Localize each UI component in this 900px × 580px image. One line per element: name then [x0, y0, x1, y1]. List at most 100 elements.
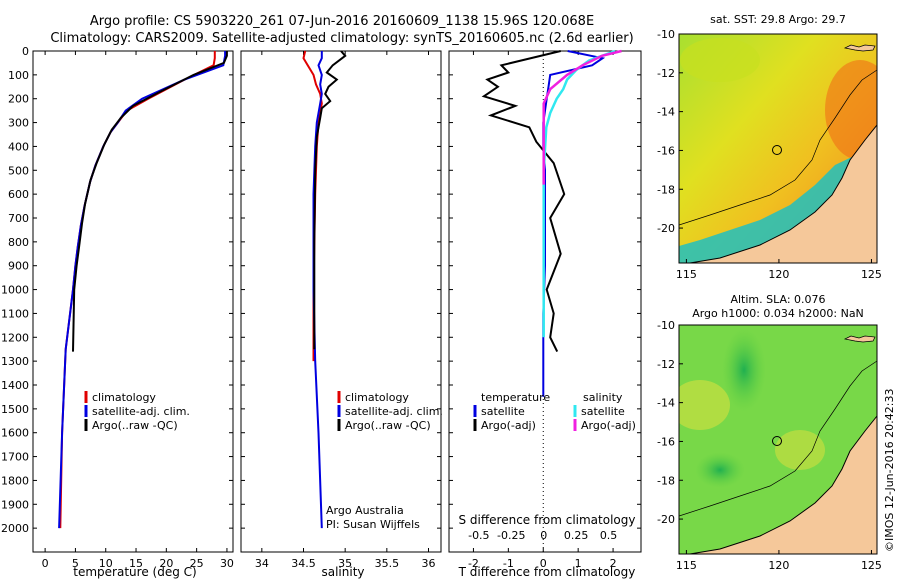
- temperature-legend: climatology satellite-adj. clim. Argo(..…: [84, 391, 190, 432]
- map-y-tick-label: -18: [657, 183, 675, 196]
- s-tick-label: -0.5: [468, 529, 489, 542]
- salinity-plot: 34 34.5 35 35.5 36: [241, 50, 441, 570]
- x-tick-label: -2: [468, 557, 479, 570]
- sla-map-axes: 115 120 125 -10 -12 -14 -16 -18 -20: [657, 319, 882, 572]
- sla-island-outline: [843, 335, 876, 343]
- s-tick-label: -0.25: [497, 529, 525, 542]
- y-tick-label: 400: [8, 140, 29, 153]
- x-tick-label: 35: [338, 557, 352, 570]
- map-y-tick-label: -18: [657, 474, 675, 487]
- y-tick-label: 200: [8, 93, 29, 106]
- y-tick-label: 1300: [1, 355, 29, 368]
- sla-yellow-patch: [775, 430, 825, 470]
- x-tick-label: 5: [72, 557, 79, 570]
- temperature-plot-frame: [32, 50, 234, 553]
- temperature-plot: 0100200300400500600700800900100011001200…: [1, 45, 234, 570]
- legend-label-t-satellite: satellite: [481, 405, 525, 418]
- sla-yellow-patch: [679, 380, 730, 430]
- imos-timestamp: ©IMOS 12-Jun-2016 20:42:33: [883, 388, 896, 552]
- map-y-tick-label: -16: [657, 435, 675, 448]
- map-y-tick-label: -20: [657, 513, 675, 526]
- difference-legend: temperature salinity satellite Argo(-adj…: [473, 391, 636, 432]
- sla-map-subtitle: Argo h1000: 0.034 h2000: NaN: [692, 307, 864, 320]
- x-tick-label: 34: [255, 557, 269, 570]
- map-x-tick-label: 125: [861, 559, 882, 572]
- float-owner-annotation: Argo Australia: [326, 504, 404, 517]
- legend-label-argo: Argo(..raw -QC): [92, 419, 178, 432]
- sst-warm-patch: [680, 38, 760, 82]
- series-line-satellite-adj-clim-: [58, 51, 227, 529]
- sla-argo-location-marker: [772, 436, 782, 446]
- x-tick-label: 2: [610, 557, 617, 570]
- sla-map: Altim. SLA: 0.076 Argo h1000: 0.034 h200…: [657, 293, 882, 572]
- map-y-tick-label: -12: [657, 67, 675, 80]
- sst-map-frame: [678, 33, 878, 264]
- y-tick-label: 1800: [1, 474, 29, 487]
- x-tick-label: 0: [42, 557, 49, 570]
- x-tick-label: 15: [129, 557, 143, 570]
- map-y-tick-label: -14: [657, 397, 675, 410]
- sst-land: [689, 124, 877, 263]
- legend-label-satellite: satellite-adj. clim.: [345, 405, 443, 418]
- map-x-tick-label: 115: [676, 268, 697, 281]
- map-x-tick-label: 120: [768, 559, 789, 572]
- sla-high-anomaly: [695, 452, 745, 488]
- y-tick-label: 2000: [1, 522, 29, 535]
- sst-hot-patch: [825, 60, 877, 160]
- x-tick-label: -1: [503, 557, 514, 570]
- sla-map-title: Altim. SLA: 0.076: [730, 293, 825, 306]
- map-y-tick-label: -14: [657, 106, 675, 119]
- x-tick-label: 25: [190, 557, 204, 570]
- y-tick-label: 1400: [1, 379, 29, 392]
- y-tick-label: 1900: [1, 498, 29, 511]
- y-tick-label: 900: [8, 260, 29, 273]
- legend-label-satellite: satellite-adj. clim.: [92, 405, 190, 418]
- salinity-legend: climatology satellite-adj. clim. Argo(..…: [326, 391, 443, 531]
- legend-label-climatology: climatology: [345, 391, 409, 404]
- float-pi-annotation: PI: Susan Wijffels: [326, 518, 420, 531]
- t-difference-axis-label: T difference from climatology: [458, 565, 636, 579]
- series-line-s-satellite: [542, 49, 616, 338]
- map-x-tick-label: 120: [768, 268, 789, 281]
- legend-label-s-satellite: satellite: [581, 405, 625, 418]
- sla-land: [689, 415, 877, 554]
- map-y-tick-label: -12: [657, 358, 675, 371]
- sst-shelf-contour: [679, 69, 877, 226]
- sst-argo-location-marker: [772, 145, 782, 155]
- map-y-tick-label: -10: [657, 28, 675, 41]
- series-line-t-argo: [481, 50, 566, 353]
- x-tick-label: 10: [99, 557, 113, 570]
- y-tick-label: 1100: [1, 307, 29, 320]
- map-y-tick-label: -20: [657, 222, 675, 235]
- sla-shelf-contour: [679, 360, 877, 517]
- sst-island-outline: [843, 44, 876, 52]
- map-y-tick-label: -10: [657, 319, 675, 332]
- legend-label-s-argo: Argo(-adj): [581, 419, 636, 432]
- x-tick-label: 20: [159, 557, 173, 570]
- map-x-tick-label: 125: [861, 268, 882, 281]
- legend-label-t-argo: Argo(-adj): [481, 419, 536, 432]
- sla-map-frame: [678, 324, 878, 555]
- temperature-axis-label: temperature (deg C): [73, 565, 196, 579]
- sst-map: sat. SST: 29.8 Argo: 29.7 115 120 125 -10 -1…: [657, 13, 882, 281]
- sla-high-anomaly: [722, 328, 766, 412]
- legend-label-climatology: climatology: [92, 391, 156, 404]
- series-line-climatology: [59, 51, 216, 529]
- y-tick-label: 1200: [1, 331, 29, 344]
- y-tick-label: 100: [8, 69, 29, 82]
- x-tick-label: 1: [575, 557, 582, 570]
- x-tick-label: 36: [422, 557, 436, 570]
- legend-header-temperature: temperature: [481, 391, 550, 404]
- series-line-argo-raw-qc-: [313, 50, 347, 350]
- sst-map-axes: 115 120 125 -10 -12 -14 -16 -18 -20: [657, 28, 882, 281]
- s-tick-label: 0.5: [600, 529, 618, 542]
- legend-header-salinity: salinity: [583, 391, 623, 404]
- salinity-plot-frame: [240, 50, 442, 553]
- y-tick-label: 1500: [1, 403, 29, 416]
- sst-cool-coastal-band: [679, 145, 877, 263]
- map-x-tick-label: 115: [676, 559, 697, 572]
- series-line-argo-raw-qc-: [72, 51, 228, 352]
- y-tick-label: 800: [8, 236, 29, 249]
